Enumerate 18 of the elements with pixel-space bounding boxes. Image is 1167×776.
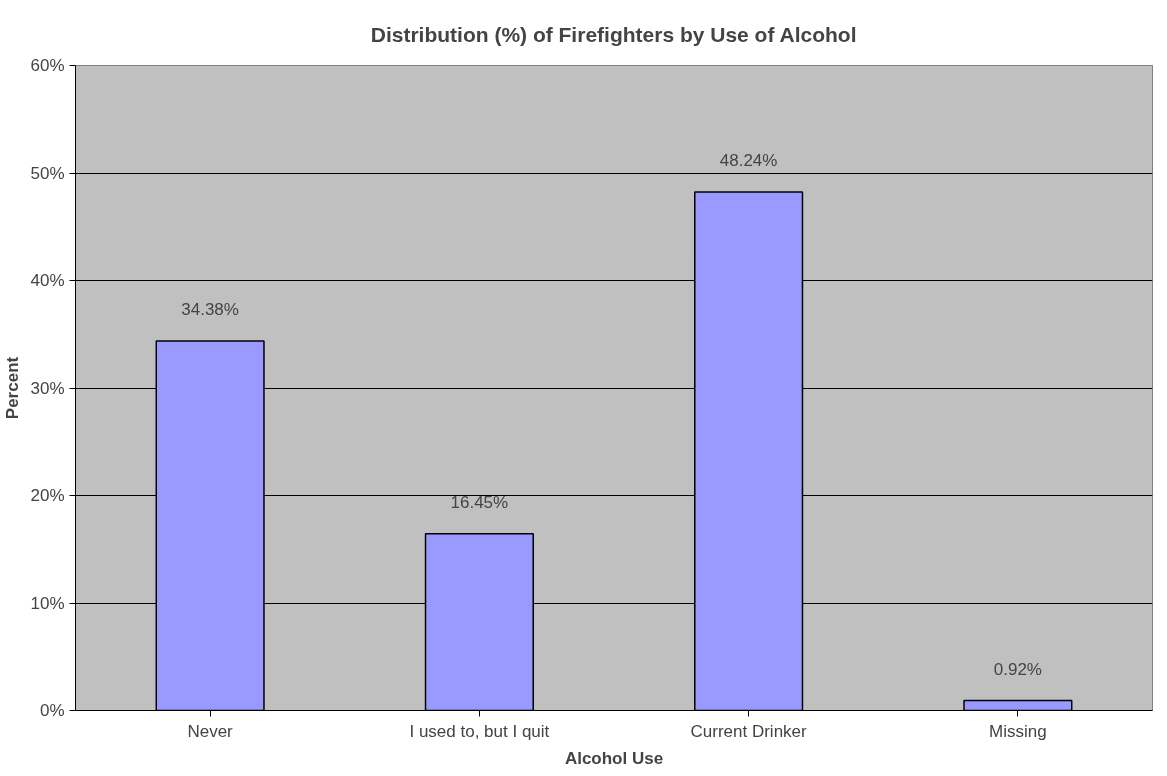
x-tick-label: Never: [187, 721, 234, 741]
y-tick-label: 40%: [30, 271, 65, 290]
y-tick-label: 20%: [30, 486, 65, 505]
y-tick-label: 0%: [39, 701, 65, 720]
y-tick-label: 60%: [30, 56, 65, 75]
y-axis-title: Percent: [3, 356, 23, 420]
y-tick-label: 30%: [30, 378, 65, 398]
x-tick-label: Missing: [989, 721, 1047, 741]
data-label: 0.92%: [993, 659, 1042, 679]
x-tick-label: I used to, but I quit: [409, 721, 550, 741]
data-label: 16.45%: [450, 492, 509, 512]
data-label: 48.24%: [719, 150, 778, 170]
x-tick-label: Current Drinker: [690, 721, 808, 741]
data-label: 34.38%: [181, 299, 239, 319]
x-axis-title: Alcohol Use: [564, 748, 664, 768]
y-tick-label: 10%: [30, 593, 65, 613]
y-tick-label: 50%: [30, 163, 65, 183]
chart-title: Distribution (%) of Firefighters by Use of Alcohol: [370, 22, 857, 46]
